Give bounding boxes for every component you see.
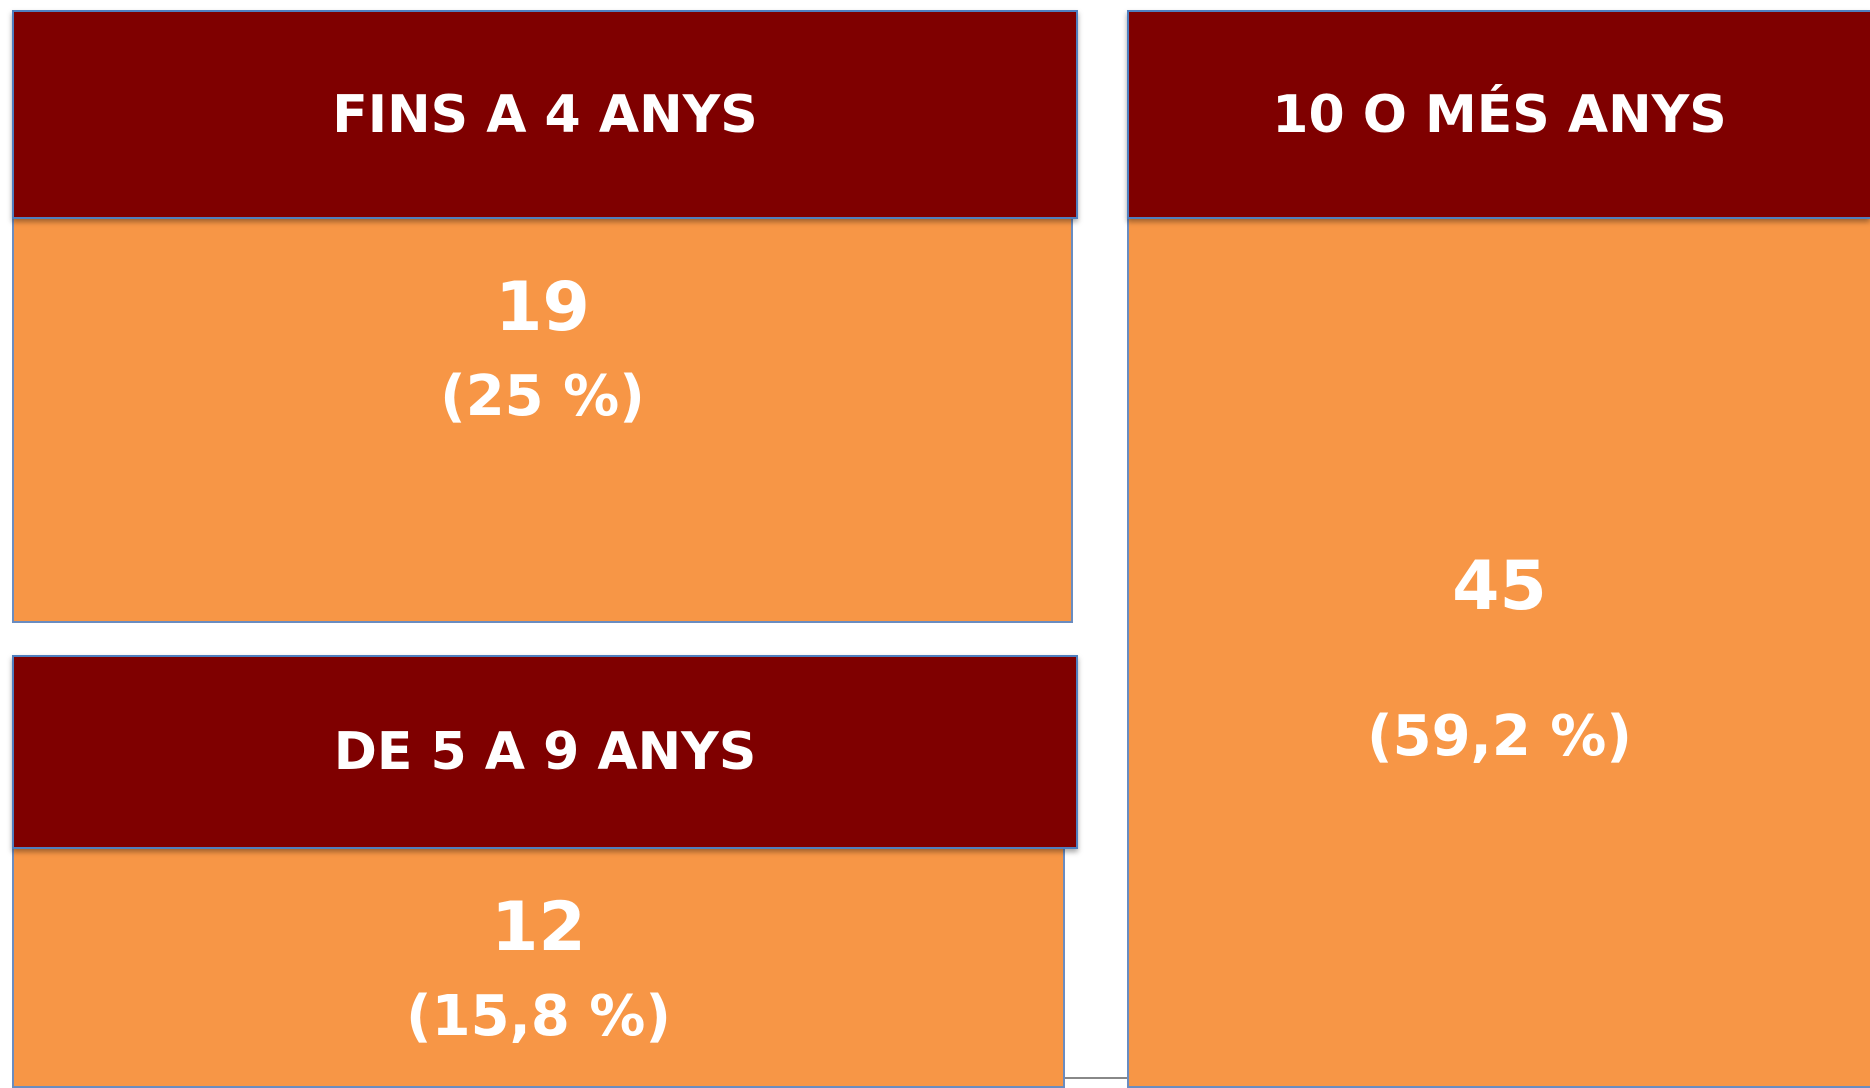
box-count: 19: [495, 268, 590, 347]
box-percent: (25 %): [440, 364, 645, 429]
box-percent: (59,2 %): [1367, 704, 1632, 769]
box-title: FINS A 4 ANYS: [332, 84, 758, 145]
box-percent: (15,8 %): [406, 984, 671, 1049]
box-title: DE 5 A 9 ANYS: [333, 722, 757, 782]
box-header: FINS A 4 ANYS: [12, 10, 1078, 219]
box-count: 45: [1452, 547, 1547, 626]
box-body: 19 (25 %): [12, 219, 1073, 623]
box-header: DE 5 A 9 ANYS: [12, 655, 1078, 849]
box-count: 12: [491, 888, 586, 967]
connector-line: [1065, 1077, 1127, 1079]
box-body: 45 (59,2 %): [1127, 219, 1870, 1088]
box-header: 10 O MÉS ANYS: [1127, 10, 1870, 219]
box-title: 10 O MÉS ANYS: [1272, 84, 1727, 145]
box-body: 12 (15,8 %): [12, 849, 1065, 1088]
